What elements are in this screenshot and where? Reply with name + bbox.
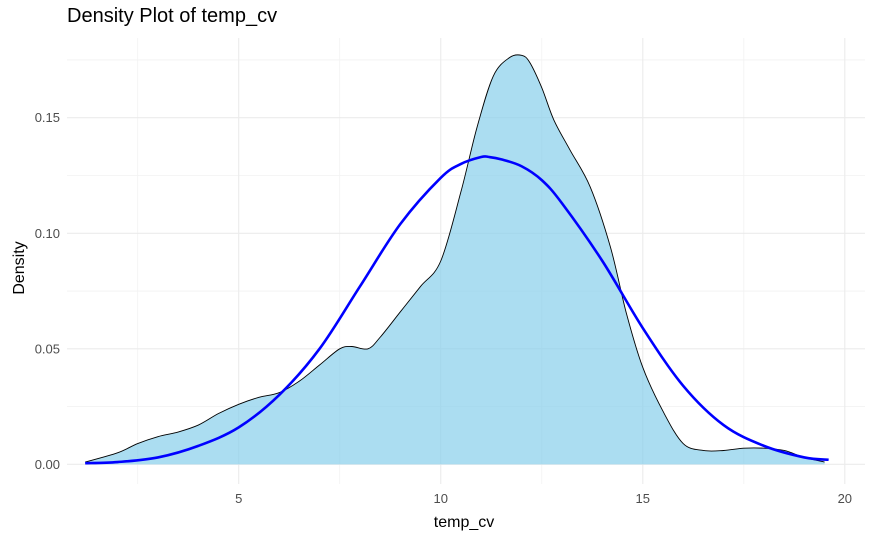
normal-curve-line (85, 155, 829, 465)
x-tick-labels: 5 10 15 20 (235, 491, 852, 506)
density-outline (85, 54, 825, 463)
density-area (85, 54, 825, 465)
x-tick-label: 10 (434, 491, 448, 506)
y-tick-label: 0.00 (35, 457, 60, 472)
y-tick-label: 0.05 (35, 341, 60, 356)
y-tick-labels: 0.00 0.05 0.10 0.15 (35, 110, 60, 472)
x-axis-title: temp_cv (434, 514, 494, 531)
x-tick-label: 20 (838, 491, 852, 506)
y-tick-label: 0.10 (35, 226, 60, 241)
y-axis-title: Density (11, 241, 28, 294)
series-layer (85, 54, 829, 465)
x-tick-label: 5 (235, 491, 242, 506)
y-tick-label: 0.15 (35, 110, 60, 125)
x-tick-label: 15 (636, 491, 650, 506)
chart-title: Density Plot of temp_cv (67, 5, 278, 27)
